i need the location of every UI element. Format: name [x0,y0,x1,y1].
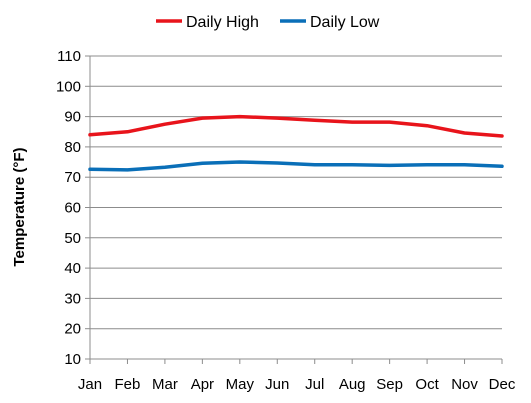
y-tick-label: 10 [64,351,81,368]
y-tick-label: 30 [64,290,81,307]
y-axis-label: Temperature (°F) [11,147,28,266]
x-tick-label: Nov [451,376,478,393]
x-tick-label: Oct [415,376,439,393]
daily-low-legend-label: Daily Low [310,14,380,31]
x-tick-label: Feb [115,376,141,393]
y-tick-label: 60 [64,200,81,217]
y-tick-label: 20 [64,321,81,338]
x-tick-label: Aug [339,376,366,393]
y-tick-label: 110 [57,48,81,65]
gridlines [85,55,502,360]
y-tick-label: 50 [64,230,81,247]
legend: Daily High Daily Low [156,14,380,31]
x-tick-label: Mar [152,376,178,393]
y-tick-label: 70 [64,169,81,186]
x-tick-label: Apr [191,376,214,393]
y-tick-label: 100 [56,78,81,95]
x-tick-label: Dec [489,376,516,393]
x-tick-label: May [226,376,255,393]
axes [89,56,503,364]
x-axis-tick-labels: Jan Feb Mar Apr May Jun Jul Aug Sep Oct Nov Dec [78,376,516,393]
daily-high-line [88,114,504,138]
daily-high-legend-label: Daily High [186,14,259,31]
x-tick-label: Jun [265,376,289,393]
series-lines [88,114,504,172]
x-tick-label: Jul [305,376,324,393]
x-tick-label: Jan [78,376,102,393]
x-tick-label: Sep [376,376,403,393]
y-tick-label: 90 [64,109,81,126]
y-tick-label: 80 [64,139,81,156]
daily-low-line [88,160,504,172]
y-tick-label: 40 [64,260,81,277]
y-axis-tick-labels: 10 20 30 40 50 60 70 80 90 100 110 [56,48,81,368]
